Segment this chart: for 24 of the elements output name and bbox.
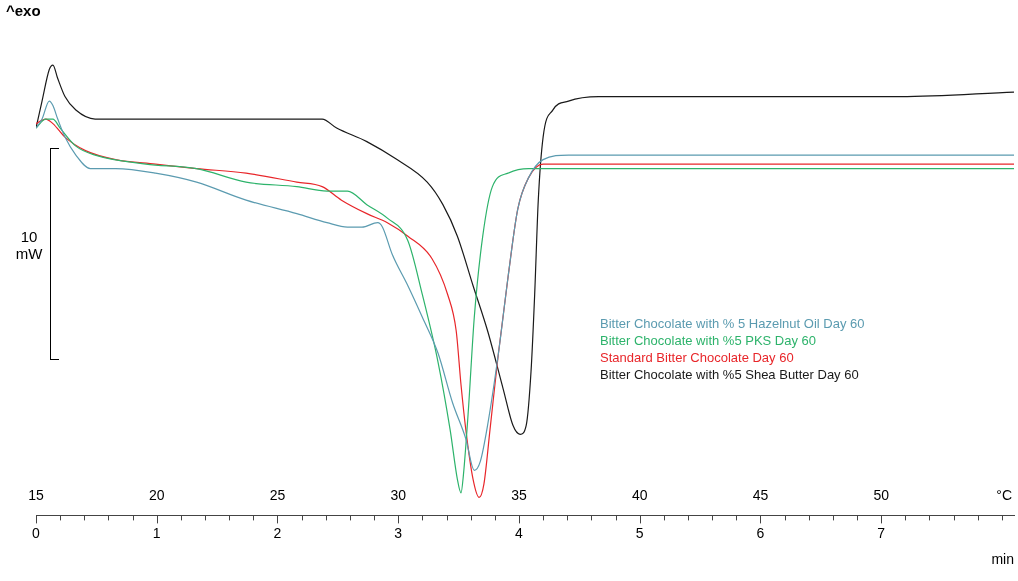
x2-tick-label: 15 xyxy=(28,487,44,504)
text: Bitter Chocolate with %5 PKS Day 60 xyxy=(600,332,818,349)
text: Bitter Chocolate with % 5 Hazelnut Oil Day 60 xyxy=(600,315,865,332)
x2-tick-label: 50 xyxy=(873,487,890,504)
x-tick-label: 6 xyxy=(756,524,765,541)
x2-tick-label: 45 xyxy=(752,487,769,504)
x-axis-title: min xyxy=(991,551,1014,568)
x-tick-label: 3 xyxy=(394,524,403,541)
x-tick-label: 1 xyxy=(152,524,161,541)
x2-axis-title: °C xyxy=(996,487,1012,504)
x2-tick-label: 25 xyxy=(269,487,286,504)
x2-tick-label: 30 xyxy=(390,487,407,504)
text: Standard Bitter Chocolate Day 60 xyxy=(600,349,795,366)
x-tick-label: 5 xyxy=(635,524,644,541)
annotation: 10 mW xyxy=(14,228,44,262)
x2-tick-label: 20 xyxy=(148,487,165,504)
x2-tick-label: 40 xyxy=(631,487,648,504)
text: ^exo xyxy=(6,2,42,19)
x-tick-label: 0 xyxy=(32,524,41,541)
x-tick-label: 7 xyxy=(877,524,886,541)
x-tick-label: 4 xyxy=(515,524,524,541)
x-tick-label: 2 xyxy=(273,524,282,541)
text: Bitter Chocolate with %5 Shea Butter Day 60 xyxy=(600,366,860,383)
x2-tick-label: 35 xyxy=(511,487,527,504)
